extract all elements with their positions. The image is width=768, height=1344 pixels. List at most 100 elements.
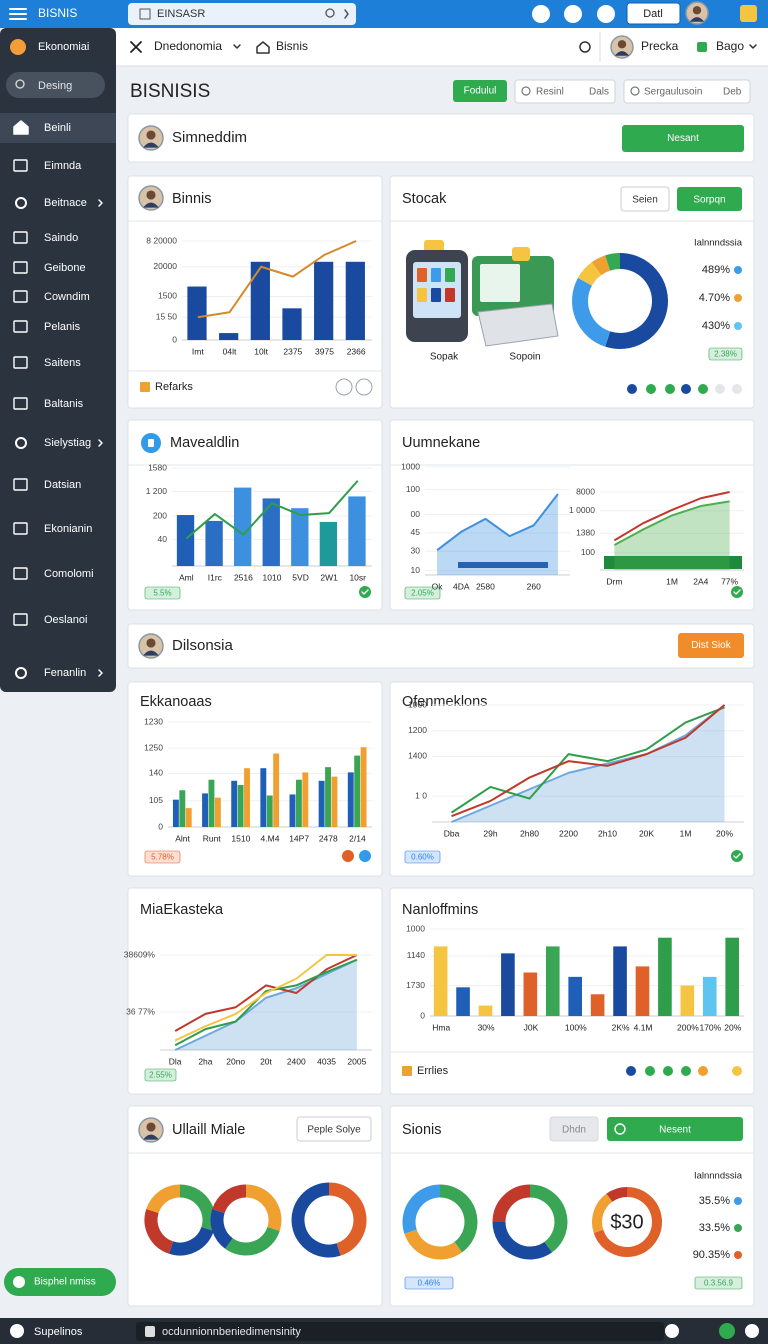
nav-item[interactable]: Baltanis [44, 398, 84, 410]
nav-item[interactable]: Geibone [44, 262, 86, 274]
y-tick-label: 0 [420, 1010, 425, 1020]
nav-item[interactable]: Pelanis [44, 321, 81, 333]
donut-segment [144, 1209, 174, 1254]
line [174, 958, 358, 1047]
pager-dot[interactable] [665, 384, 675, 394]
nav-icon [13, 478, 28, 491]
x-tick-label: 20K [639, 828, 654, 838]
bar [302, 772, 309, 827]
card-button[interactable] [677, 187, 742, 211]
close-icon[interactable] [130, 41, 142, 53]
pager-dot[interactable] [732, 384, 742, 394]
nav-item[interactable]: Datsian [44, 479, 81, 491]
donut-segment [606, 1187, 628, 1202]
filter-box[interactable] [514, 79, 616, 104]
brand-logo [10, 39, 26, 55]
pager-button[interactable] [355, 378, 373, 396]
bar [219, 333, 239, 340]
top-icon[interactable] [532, 5, 550, 23]
badge [144, 850, 181, 864]
keyboard [477, 303, 559, 347]
pager-dot[interactable] [627, 384, 637, 394]
notify-icon[interactable] [740, 5, 757, 22]
top-button-label: Datl [643, 8, 663, 20]
nav-item[interactable]: Beinli [44, 122, 71, 134]
x-tick-label: Imt [192, 346, 204, 356]
banner-button[interactable] [622, 125, 744, 152]
card-button[interactable] [607, 1117, 743, 1141]
top-button[interactable] [626, 2, 681, 25]
nav-icon [15, 667, 27, 679]
y-tick-label: 1580 [148, 462, 167, 472]
sub-bar [116, 28, 768, 66]
bar [172, 799, 179, 827]
filter-box[interactable] [623, 79, 751, 104]
check-mark [733, 589, 741, 595]
pager-dot[interactable] [681, 1066, 691, 1076]
pager-dot[interactable] [681, 384, 691, 394]
pager-dot[interactable] [698, 384, 708, 394]
illustration-label: Sopoin [509, 352, 540, 363]
pager-dot[interactable] [626, 1066, 636, 1076]
donut-segment [146, 1184, 181, 1214]
card-button-label: Peple Solye [307, 1125, 361, 1136]
pager-dot[interactable] [359, 850, 371, 862]
top-icon[interactable] [564, 5, 582, 23]
nav-item[interactable]: Saindo [44, 232, 78, 244]
bar [214, 797, 221, 827]
bottom-logo [10, 1324, 24, 1338]
pager-dot[interactable] [645, 1066, 655, 1076]
primary-button[interactable] [453, 80, 507, 102]
pager-dot[interactable] [342, 850, 354, 862]
badge [144, 1068, 177, 1082]
nav-icon [13, 567, 28, 580]
nav-item[interactable]: Cowndim [44, 291, 90, 303]
pager-dot[interactable] [663, 1066, 673, 1076]
avatar-body [614, 51, 630, 56]
badge-text: 0.3.56.9 [704, 1279, 733, 1288]
donut-segment [402, 1184, 441, 1234]
nav-icon [13, 613, 28, 626]
pager-dot[interactable] [732, 1066, 742, 1076]
line [185, 480, 359, 540]
line [451, 704, 726, 818]
nav-item[interactable]: Beitnace [44, 197, 87, 209]
avatar-head [617, 40, 627, 49]
area-line [174, 958, 358, 1051]
top-icon[interactable] [597, 5, 615, 23]
nav-item[interactable]: Ekonianin [44, 523, 92, 535]
search-box[interactable] [128, 3, 356, 25]
sidebar [0, 28, 116, 692]
nav-item[interactable]: Eimnda [44, 160, 82, 172]
banner [127, 113, 755, 163]
nav-item[interactable]: Comolomi [44, 568, 94, 580]
bar [179, 790, 186, 827]
action-button[interactable] [4, 1268, 116, 1296]
bar [205, 520, 223, 566]
page-title: BISNISIS [130, 81, 210, 102]
x-tick-label: 2375 [283, 346, 302, 356]
menu-icon[interactable] [9, 8, 27, 20]
nav-item[interactable]: Oeslanoi [44, 614, 87, 626]
sidebar-search[interactable] [6, 72, 105, 98]
card-button[interactable] [620, 186, 670, 212]
pager-dot[interactable] [646, 384, 656, 394]
nav-item[interactable]: Saitens [44, 357, 81, 369]
bar [202, 793, 208, 827]
bar [501, 953, 515, 1016]
menu[interactable]: Bago [716, 39, 744, 53]
x-tick-label: 77% [721, 576, 738, 586]
card-button[interactable] [549, 1116, 599, 1142]
banner-button[interactable] [678, 633, 744, 658]
card-button[interactable] [296, 1116, 372, 1142]
pager-dot[interactable] [698, 1066, 708, 1076]
y-tick-label: 1000 [406, 923, 425, 933]
pager-button[interactable] [335, 378, 353, 396]
x-tick-label: 20no [226, 1056, 245, 1066]
nav-item[interactable]: Fenanlin [44, 667, 86, 679]
nav-item[interactable]: Sielystiag [44, 437, 91, 449]
pager-dot[interactable] [715, 384, 725, 394]
card [389, 175, 755, 409]
x-tick-label: Aml [179, 572, 194, 582]
bar [295, 779, 302, 827]
